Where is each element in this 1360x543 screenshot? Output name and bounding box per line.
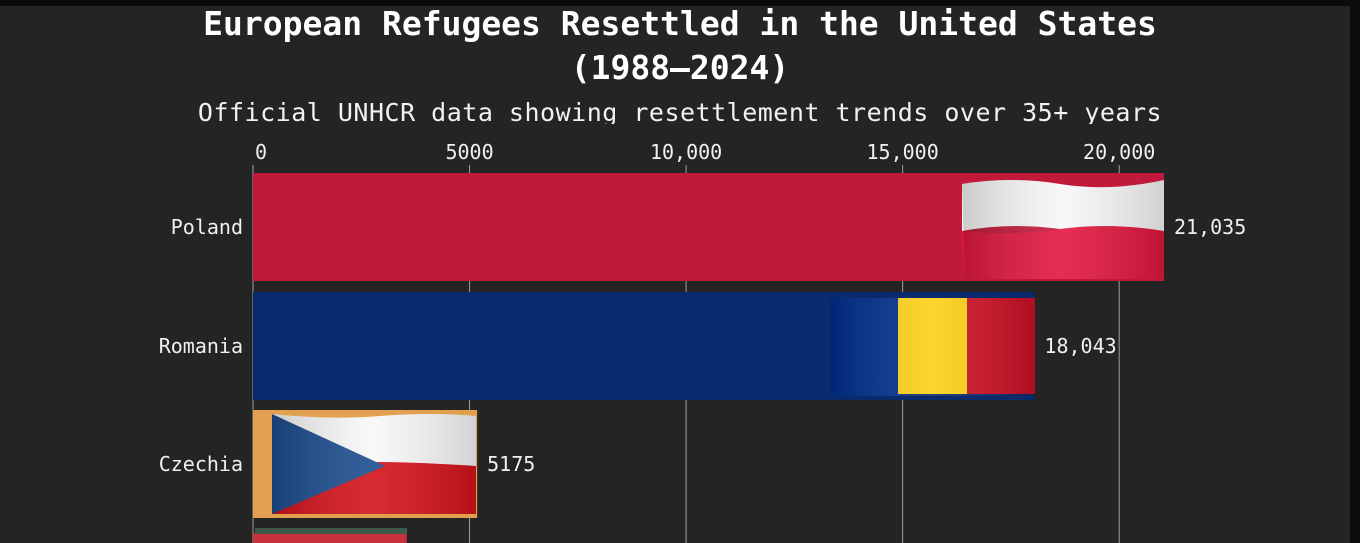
chart-title-years: (1988–2024) — [570, 48, 790, 87]
x-tick-label: 15,000 — [867, 140, 939, 164]
x-tick-label: 20,000 — [1083, 140, 1155, 164]
labels: Poland 21,035 Romania 18,043 Czechia 5175 — [159, 215, 1247, 476]
x-axis-ticks: 0 5000 10,000 15,000 20,000 — [255, 140, 1155, 164]
czechia-flag-icon — [272, 414, 476, 514]
x-tick-label: 5000 — [445, 140, 493, 164]
top-frame-edge — [0, 0, 1360, 6]
category-label-poland: Poland — [171, 215, 243, 239]
value-label-czechia: 5175 — [487, 452, 535, 476]
x-tick-label: 0 — [255, 140, 267, 164]
right-frame-edge — [1350, 0, 1360, 543]
romania-flag-icon — [830, 298, 1035, 396]
category-label-romania: Romania — [159, 334, 243, 358]
bar-partial-next — [253, 533, 407, 543]
category-label-czechia: Czechia — [159, 452, 243, 476]
value-label-poland: 21,035 — [1174, 215, 1246, 239]
chart-subtitle: Official UNHCR data showing resettlement… — [197, 98, 1163, 124]
value-label-romania: 18,043 — [1044, 334, 1116, 358]
poland-flag-icon — [962, 180, 1164, 279]
partial-flag-icon — [255, 528, 407, 534]
chart-title: European Refugees Resettled in the Unite… — [203, 4, 1157, 43]
x-tick-label: 10,000 — [650, 140, 722, 164]
